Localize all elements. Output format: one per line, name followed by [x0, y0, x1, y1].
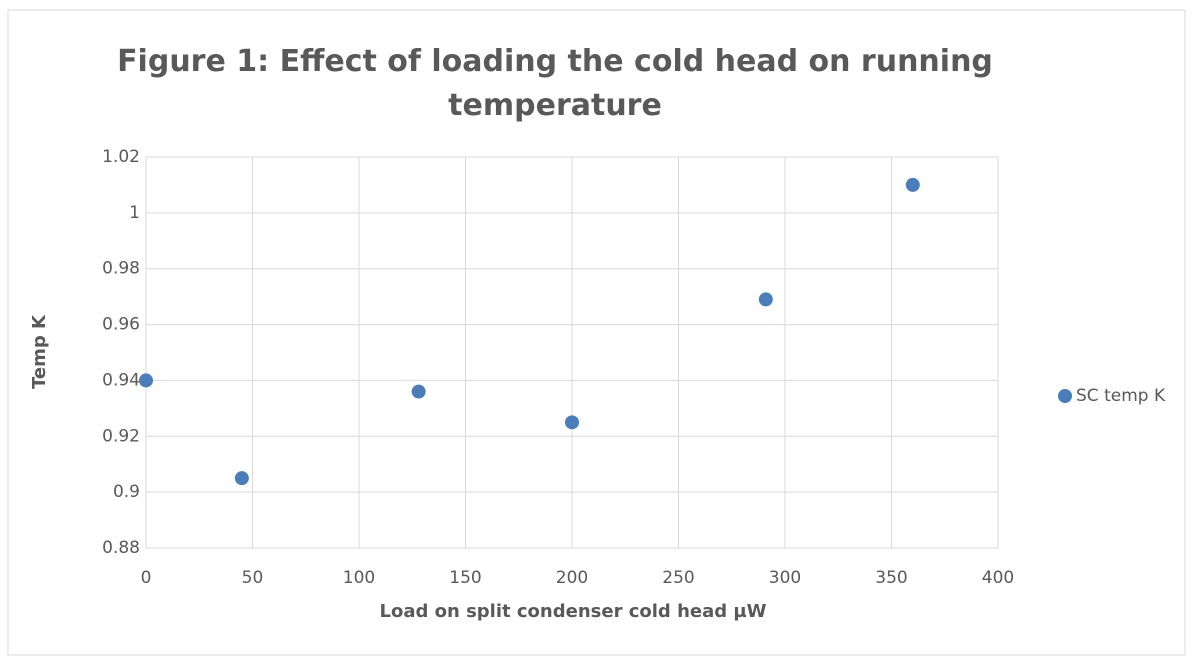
y-axis-label: Temp K [29, 314, 50, 389]
y-tick-label: 0.88 [102, 538, 140, 558]
point [234, 471, 249, 486]
y-tick-label: 0.98 [102, 259, 140, 279]
x-tick-label: 300 [769, 568, 801, 588]
y-tick-label: 0.9 [113, 482, 140, 502]
x-tick-label: 150 [449, 568, 481, 588]
x-axis-label: Load on split condenser cold head µW [380, 601, 767, 622]
point [139, 373, 153, 388]
point [758, 292, 773, 307]
point [565, 415, 579, 430]
chart-title: Figure 1: Effect of loading the cold hea… [117, 44, 993, 123]
y-tick-label: 1.02 [102, 147, 140, 167]
y-tick-label: 0.92 [102, 426, 140, 446]
point [905, 177, 920, 192]
y-tick-label: 0.96 [102, 315, 140, 335]
x-tick-label: 350 [875, 568, 907, 588]
point [411, 384, 426, 399]
x-tick-label: 50 [242, 568, 264, 588]
y-tick-label: 0.94 [102, 370, 140, 390]
x-tick-label: 250 [662, 568, 694, 588]
legend-marker [1058, 389, 1072, 403]
x-tick-label: 200 [556, 568, 588, 588]
legend-label: SC temp K [1076, 386, 1166, 406]
x-tick-label: 400 [982, 568, 1014, 588]
y-tick-label: 1 [129, 203, 140, 223]
x-tick-label: 0 [141, 568, 152, 588]
x-tick-label: 100 [343, 568, 375, 588]
